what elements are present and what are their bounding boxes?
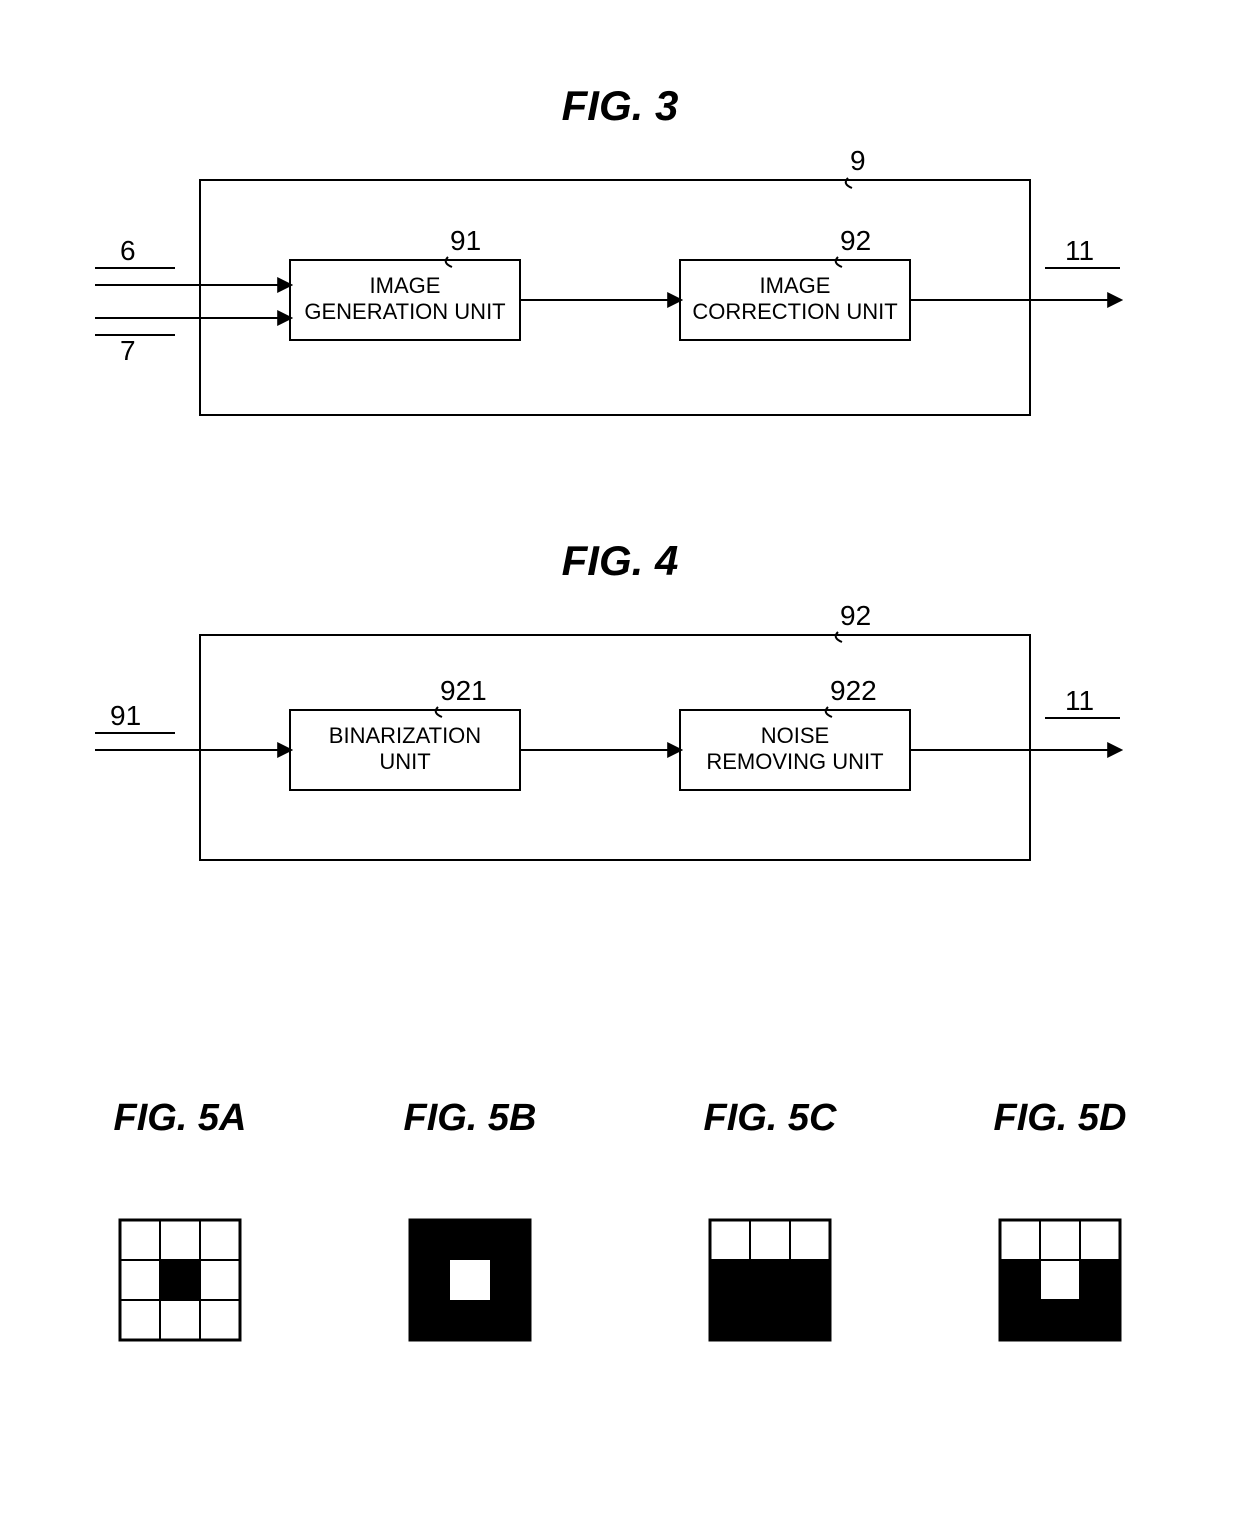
grid-cell	[490, 1260, 530, 1300]
fig5c-title: FIG. 5C	[703, 1097, 837, 1139]
grid-cell	[120, 1260, 160, 1300]
fig3-box-92-line1: IMAGE	[760, 273, 831, 298]
fig3-outer-label: 9	[850, 145, 866, 176]
fig4: FIG. 4 92 921 BINARIZATION UNIT 922 NOIS…	[95, 537, 1120, 860]
grid-cell	[1040, 1300, 1080, 1340]
grid-cell	[200, 1300, 240, 1340]
grid-cell	[1000, 1260, 1040, 1300]
grid-cell	[450, 1220, 490, 1260]
grid-cell	[710, 1300, 750, 1340]
grid-cell	[1080, 1220, 1120, 1260]
grid-cell	[120, 1300, 160, 1340]
fig4-box-922-line2: REMOVING UNIT	[706, 749, 883, 774]
fig3-input-6: 6	[120, 235, 136, 266]
fig3-box-92-line2: CORRECTION UNIT	[692, 299, 897, 324]
grid-cell	[710, 1220, 750, 1260]
grid-cell	[750, 1260, 790, 1300]
fig4-box-921: 921 BINARIZATION UNIT	[290, 675, 520, 790]
grid-cell	[790, 1220, 830, 1260]
grid-cell	[490, 1300, 530, 1340]
grid-cell	[160, 1260, 200, 1300]
grid-cell	[120, 1220, 160, 1260]
fig3-box-92: 92 IMAGE CORRECTION UNIT	[680, 225, 910, 340]
fig4-box-922-ref: 922	[830, 675, 877, 706]
grid-cell	[790, 1300, 830, 1340]
fig4-title: FIG. 4	[562, 537, 679, 584]
grid-cell	[490, 1220, 530, 1260]
grid-cell	[710, 1260, 750, 1300]
fig4-box-921-line1: BINARIZATION	[329, 723, 481, 748]
fig4-box-921-line2: UNIT	[379, 749, 430, 774]
grid-cell	[160, 1300, 200, 1340]
fig5a-grid	[120, 1220, 240, 1340]
grid-cell	[1040, 1260, 1080, 1300]
fig3-box-91-ref: 91	[450, 225, 481, 256]
fig3-box-91: 91 IMAGE GENERATION UNIT	[290, 225, 520, 340]
fig3-box-91-line2: GENERATION UNIT	[304, 299, 505, 324]
fig4-box-922-line1: NOISE	[761, 723, 829, 748]
fig5a-title: FIG. 5A	[113, 1097, 246, 1139]
fig5d-grid	[1000, 1220, 1120, 1340]
fig4-outer-label-leader	[836, 632, 842, 642]
fig5c-grid	[710, 1220, 830, 1340]
grid-cell	[410, 1300, 450, 1340]
grid-cell	[1000, 1300, 1040, 1340]
fig3-input-7: 7	[120, 335, 136, 366]
fig3-box-92-ref: 92	[840, 225, 871, 256]
fig4-box-921-ref: 921	[440, 675, 487, 706]
grid-cell	[750, 1300, 790, 1340]
grid-cell	[200, 1260, 240, 1300]
grid-cell	[450, 1260, 490, 1300]
grid-cell	[410, 1260, 450, 1300]
fig3-box-91-line1: IMAGE	[370, 273, 441, 298]
fig3-output-label: 11	[1065, 235, 1094, 266]
fig5b-title: FIG. 5B	[403, 1097, 536, 1139]
fig5: FIG. 5A FIG. 5B FIG. 5C FIG. 5D	[113, 1097, 1126, 1340]
grid-cell	[1080, 1260, 1120, 1300]
grid-cell	[1080, 1300, 1120, 1340]
fig4-outer-label: 92	[840, 600, 871, 631]
grid-cell	[1040, 1220, 1080, 1260]
fig5b-grid	[410, 1220, 530, 1340]
fig3-title: FIG. 3	[562, 82, 679, 129]
grid-cell	[160, 1220, 200, 1260]
grid-cell	[410, 1220, 450, 1260]
fig5d-title: FIG. 5D	[993, 1097, 1126, 1139]
fig3: FIG. 3 9 91 IMAGE GENERATION UNIT 92 IMA…	[95, 82, 1120, 415]
grid-cell	[200, 1220, 240, 1260]
grid-cell	[1000, 1220, 1040, 1260]
grid-cell	[790, 1260, 830, 1300]
fig4-box-922: 922 NOISE REMOVING UNIT	[680, 675, 910, 790]
grid-cell	[750, 1220, 790, 1260]
fig4-input-label: 91	[110, 700, 141, 731]
grid-cell	[450, 1300, 490, 1340]
fig4-output-label: 11	[1065, 685, 1094, 716]
